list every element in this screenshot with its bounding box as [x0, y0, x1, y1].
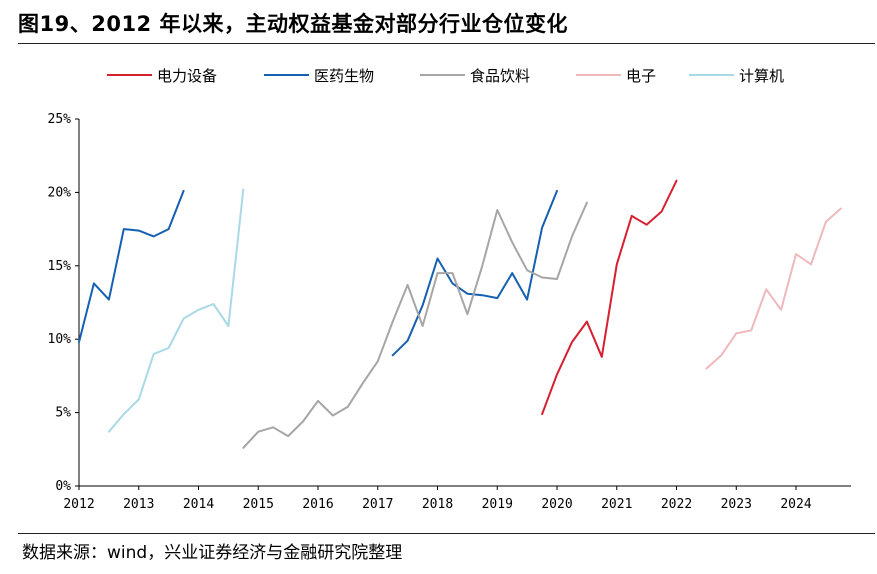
x-tick-label: 2014 — [183, 497, 214, 512]
source-divider — [18, 533, 875, 534]
series-line-2 — [242, 201, 588, 449]
x-tick-label: 2019 — [482, 497, 513, 512]
x-tick-label: 2024 — [780, 497, 811, 512]
x-tick-label: 2013 — [123, 497, 154, 512]
x-tick-label: 2020 — [541, 497, 572, 512]
x-tick-label: 2022 — [661, 497, 692, 512]
legend-label-3: 电子 — [626, 67, 656, 85]
legend: 电力设备 医药生物 食品饮料 电子 计算机 — [107, 67, 784, 85]
legend-label-1: 医药生物 — [314, 67, 374, 85]
x-tick-label: 2016 — [302, 497, 333, 512]
y-tick-label: 15% — [48, 259, 72, 274]
chart-title: 图19、2012 年以来，主动权益基金对部分行业仓位变化 — [18, 12, 568, 36]
series-line-1 — [78, 189, 185, 344]
series-line-3 — [705, 207, 842, 370]
x-tick-label: 2021 — [601, 497, 632, 512]
x-tick-label: 2023 — [721, 497, 752, 512]
plot-area — [78, 179, 842, 449]
series-line-1 — [391, 189, 558, 357]
series-line-0 — [541, 179, 678, 416]
title-divider — [18, 43, 875, 44]
y-tick-label: 0% — [55, 479, 71, 494]
series-line-4 — [107, 188, 245, 433]
y-tick-label: 20% — [48, 185, 72, 200]
axes: 0% 5% 10% 15% 20% 25% 2012 2013 2014 2015 2016 2017… — [48, 112, 851, 512]
y-tick-label: 25% — [48, 112, 72, 127]
legend-label-4: 计算机 — [739, 67, 784, 85]
y-tick-label: 5% — [55, 406, 71, 421]
x-tick-label: 2015 — [243, 497, 274, 512]
source-note: 数据来源：wind，兴业证券经济与金融研究院整理 — [22, 543, 403, 563]
x-tick-label: 2012 — [63, 497, 94, 512]
y-tick-label: 10% — [48, 332, 72, 347]
legend-label-0: 电力设备 — [157, 67, 217, 85]
legend-label-2: 食品饮料 — [470, 67, 530, 85]
x-tick-label: 2017 — [362, 497, 393, 512]
x-tick-label: 2018 — [422, 497, 453, 512]
